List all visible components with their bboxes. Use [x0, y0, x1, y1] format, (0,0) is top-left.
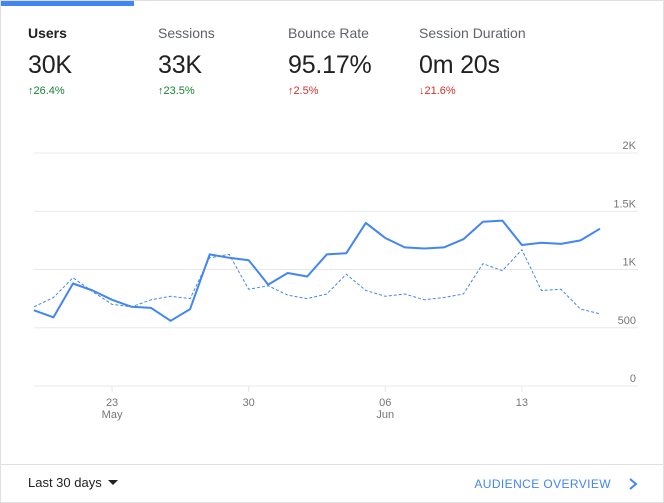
date-range-dropdown[interactable]: Last 30 days — [28, 475, 118, 490]
tab-bounce-rate-delta-value: 2.5% — [293, 85, 319, 97]
x-tick-label: 30 — [243, 397, 255, 409]
tab-bounce-rate-delta: ↑2.5% — [288, 85, 319, 97]
tab-users-value: 30K — [28, 51, 72, 79]
arrow-down-icon: ↓ — [419, 85, 425, 97]
arrow-up-icon: ↑ — [288, 85, 294, 97]
tab-users[interactable]: Users 30K ↑26.4% — [28, 1, 158, 111]
active-tab-indicator — [1, 1, 134, 6]
y-tick-label: 1.5K — [613, 198, 636, 210]
tab-sessions-label: Sessions — [158, 25, 215, 41]
x-tick-label: 06 — [379, 397, 391, 409]
chevron-right-icon[interactable] — [627, 477, 639, 491]
tab-sessions-delta-value: 23.5% — [163, 85, 195, 97]
x-tick-month-label: May — [102, 409, 123, 421]
tab-sessions[interactable]: Sessions 33K ↑23.5% — [158, 1, 288, 111]
tab-sessions-value: 33K — [158, 51, 202, 79]
caret-down-icon — [107, 480, 118, 485]
tab-bounce-rate[interactable]: Bounce Rate 95.17% ↑2.5% — [288, 1, 418, 111]
tab-session-duration-delta: ↓21.6% — [419, 85, 456, 97]
tab-users-delta: ↑26.4% — [28, 85, 65, 97]
tab-bounce-rate-value: 95.17% — [288, 51, 372, 79]
date-range-label: Last 30 days — [28, 475, 102, 490]
y-tick-label: 2K — [623, 140, 637, 152]
y-tick-label: 1K — [623, 257, 637, 269]
tab-users-delta-value: 26.4% — [33, 85, 65, 97]
x-tick-month-label: Jun — [376, 409, 394, 421]
arrow-up-icon: ↑ — [28, 85, 34, 97]
x-tick-label: 23 — [106, 397, 118, 409]
x-tick-label: 13 — [516, 397, 528, 409]
series-line-users — [33, 219, 601, 322]
tab-session-duration-delta-value: 21.6% — [424, 85, 456, 97]
tab-users-label: Users — [28, 25, 67, 41]
tab-bounce-rate-label: Bounce Rate — [288, 25, 369, 41]
tab-session-duration-value: 0m 20s — [419, 51, 500, 79]
tab-session-duration[interactable]: Session Duration 0m 20s ↓21.6% — [419, 1, 549, 111]
audience-overview-link[interactable]: AUDIENCE OVERVIEW — [474, 477, 611, 491]
arrow-up-icon: ↑ — [158, 85, 164, 97]
tab-session-duration-label: Session Duration — [419, 25, 526, 41]
y-tick-label: 500 — [618, 315, 636, 327]
tab-sessions-delta: ↑23.5% — [158, 85, 195, 97]
series-line-previous-period — [33, 249, 601, 315]
metric-tabs: Users 30K ↑26.4% Sessions 33K ↑23.5% Bou… — [1, 1, 664, 111]
footer-divider — [1, 464, 664, 465]
y-tick-label: 0 — [630, 373, 636, 385]
